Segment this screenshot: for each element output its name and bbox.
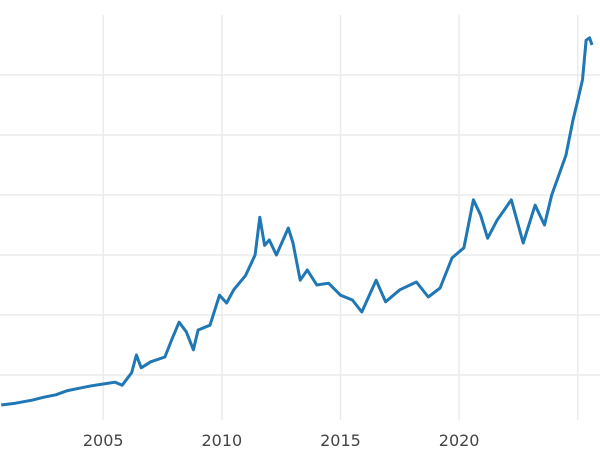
x-tick-label: 2015: [320, 431, 361, 450]
gridlines: [0, 15, 600, 420]
series-line: [1, 36, 594, 407]
x-tick-label: 2010: [201, 431, 242, 450]
x-tick-label: 2020: [439, 431, 480, 450]
x-tick-label: 2005: [83, 431, 124, 450]
x-axis-ticks: 2005 2010 2015 2020: [83, 431, 480, 450]
